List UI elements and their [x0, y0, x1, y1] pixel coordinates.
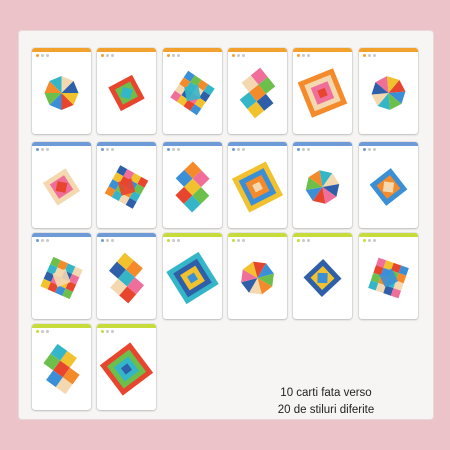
card-level-dots	[101, 148, 114, 151]
pattern-card	[228, 233, 287, 319]
pattern-card	[359, 142, 418, 228]
block-pattern-illustration	[297, 68, 348, 118]
card-level-dots	[363, 239, 376, 242]
block-pattern-illustration	[166, 251, 219, 305]
pattern-card	[163, 48, 222, 134]
card-top-stripe	[228, 48, 287, 52]
card-level-dots	[297, 148, 310, 151]
pattern-card	[32, 324, 91, 410]
block-pattern-illustration	[42, 168, 81, 206]
block-pattern-illustration	[40, 256, 83, 300]
pattern-card	[97, 233, 156, 319]
card-level-dots	[297, 54, 310, 57]
card-level-dots	[36, 148, 49, 151]
card-level-dots	[36, 54, 49, 57]
card-top-stripe	[228, 233, 287, 237]
card-top-stripe	[359, 233, 418, 237]
block-pattern-illustration	[231, 161, 284, 213]
card-top-stripe	[293, 48, 352, 52]
pattern-card	[97, 48, 156, 134]
block-pattern-illustration	[241, 261, 274, 295]
block-pattern-illustration	[368, 257, 409, 299]
card-level-dots	[167, 54, 180, 57]
card-top-stripe	[32, 233, 91, 237]
block-pattern-illustration	[104, 165, 149, 209]
block-pattern-illustration	[303, 259, 342, 297]
card-level-dots	[232, 54, 245, 57]
card-level-dots	[167, 239, 180, 242]
pattern-card	[228, 142, 287, 228]
card-top-stripe	[32, 142, 91, 146]
pattern-card	[359, 48, 418, 134]
card-level-dots	[101, 330, 114, 333]
block-pattern-illustration	[369, 168, 408, 206]
block-pattern-illustration	[175, 161, 210, 213]
card-level-dots	[36, 239, 49, 242]
card-level-dots	[232, 239, 245, 242]
card-top-stripe	[293, 233, 352, 237]
pattern-card	[97, 142, 156, 228]
card-top-stripe	[163, 142, 222, 146]
block-pattern-illustration	[108, 74, 145, 112]
caption-line-2: 20 de stiluri diferite	[277, 404, 375, 416]
card-top-stripe	[97, 142, 156, 146]
card-top-stripe	[359, 48, 418, 52]
card-top-stripe	[359, 142, 418, 146]
card-top-stripe	[97, 48, 156, 52]
card-level-dots	[297, 239, 310, 242]
pattern-card	[359, 233, 418, 319]
caption-line-1: 10 carti fata verso	[280, 387, 372, 399]
card-top-stripe	[163, 233, 222, 237]
pattern-card	[293, 233, 352, 319]
card-level-dots	[232, 148, 245, 151]
block-pattern-illustration	[305, 170, 340, 204]
pattern-card	[163, 142, 222, 228]
card-top-stripe	[97, 324, 156, 328]
pattern-card	[32, 233, 91, 319]
pattern-card	[163, 233, 222, 319]
pattern-card	[228, 48, 287, 134]
card-level-dots	[167, 148, 180, 151]
pattern-card	[32, 142, 91, 228]
pattern-card	[293, 48, 352, 134]
pattern-card	[97, 324, 156, 410]
block-pattern-illustration	[371, 76, 406, 110]
card-level-dots	[101, 239, 114, 242]
block-pattern-illustration	[108, 252, 145, 304]
caption: 10 carti fata verso 20 de stiluri diferi…	[251, 385, 401, 419]
block-pattern-illustration	[44, 76, 79, 110]
pattern-card	[293, 142, 352, 228]
pattern-card	[32, 48, 91, 134]
block-pattern-illustration	[239, 67, 276, 119]
card-top-stripe	[32, 48, 91, 52]
card-level-dots	[363, 54, 376, 57]
card-top-stripe	[32, 324, 91, 328]
block-pattern-illustration	[170, 70, 215, 116]
block-pattern-illustration	[43, 343, 80, 395]
card-level-dots	[36, 330, 49, 333]
block-pattern-illustration	[99, 342, 154, 396]
card-level-dots	[101, 54, 114, 57]
card-top-stripe	[163, 48, 222, 52]
card-top-stripe	[293, 142, 352, 146]
product-photo: 10 carti fata verso 20 de stiluri diferi…	[18, 30, 434, 420]
card-top-stripe	[228, 142, 287, 146]
card-level-dots	[363, 148, 376, 151]
card-top-stripe	[97, 233, 156, 237]
